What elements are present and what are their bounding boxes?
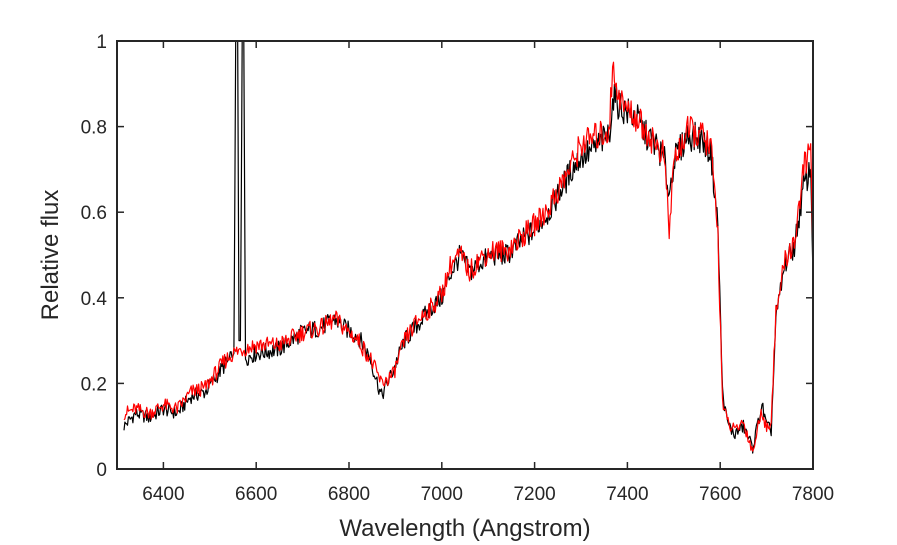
x-tick-label-6600: 6600 — [235, 484, 277, 505]
series-line-2 — [123, 61, 813, 452]
y-tick-label-5: 1 — [96, 32, 107, 53]
x-tick-label-7000: 7000 — [421, 484, 463, 505]
y-tick-label-0: 0 — [96, 460, 107, 481]
series-layer — [123, 41, 813, 454]
y-tick-label-3: 0.6 — [81, 203, 107, 224]
y-tick-label-4: 0.8 — [81, 118, 107, 139]
y-tick-label-2: 0.4 — [81, 289, 108, 310]
x-tick-label-6400: 6400 — [142, 484, 184, 505]
x-tick-label-7400: 7400 — [606, 484, 648, 505]
x-tick-label-7200: 7200 — [513, 484, 555, 505]
plot-frame — [116, 40, 814, 470]
tick-layer: 6400 6600 6800 7000 7200 7400 7600 7800 0 0.2 0.4 0… — [81, 32, 835, 505]
x-tick-label-7600: 7600 — [699, 484, 741, 505]
x-tick-label-6800: 6800 — [328, 484, 370, 505]
x-axis-title: Wavelength (Angstrom) — [339, 515, 590, 542]
x-tick-label-7800: 7800 — [792, 484, 834, 505]
y-tick-label-1: 0.2 — [81, 374, 107, 395]
y-axis-title: Relative flux — [37, 190, 64, 321]
